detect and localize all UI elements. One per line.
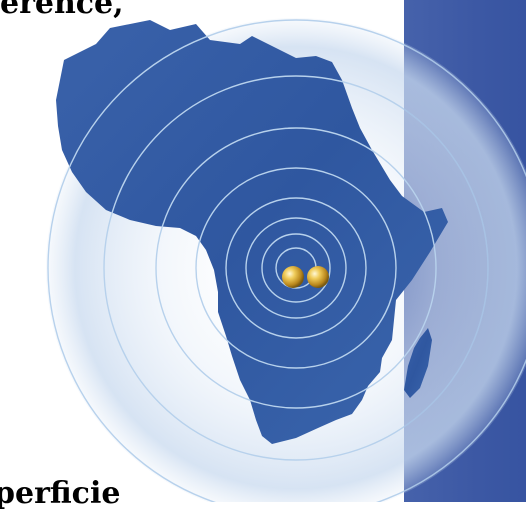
top-text-fragment: erence, [0,0,124,21]
panel-overlap [404,44,526,492]
africa-map [56,20,448,444]
gold-marker-right [307,266,329,288]
concentric-rings [47,19,526,502]
gold-marker-left [282,266,304,288]
bottom-text-fragment: perficie [0,476,121,511]
madagascar-island [404,328,432,398]
